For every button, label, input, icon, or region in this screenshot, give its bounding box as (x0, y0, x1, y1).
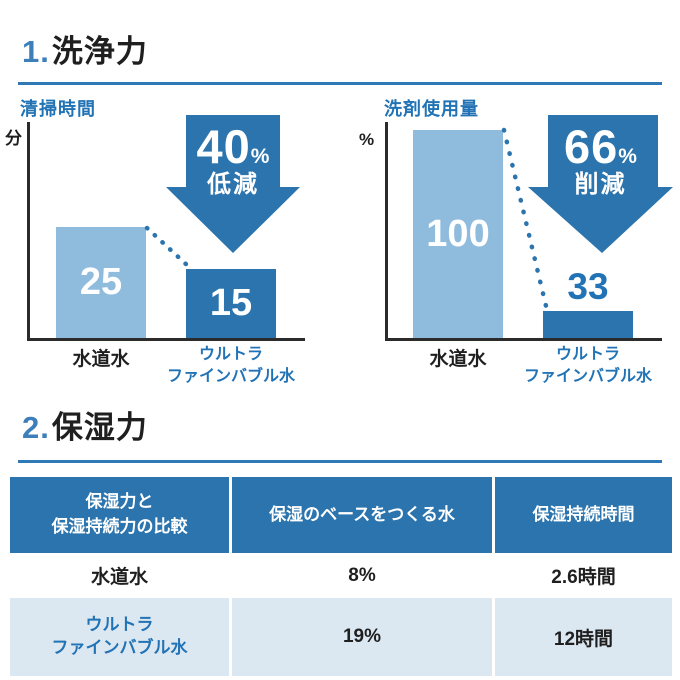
row-ufb-water-duration: 12時間 (495, 598, 672, 676)
xlabel-tap-water: 水道水 (72, 349, 130, 370)
bar-ufb-water (543, 311, 633, 338)
x-axis (27, 338, 305, 341)
cleaning-time-chart-title: 清掃時間 (20, 99, 96, 119)
reduction-label: 66% 削減 (528, 123, 673, 197)
reduction-arrow: 40% 低減 (166, 115, 300, 253)
cleaning-time-y-unit: 分 (5, 129, 22, 148)
bar-tap-water-value: 100 (426, 212, 490, 255)
row-ufb-name-line1: ウルトラ (85, 615, 154, 635)
x-axis (385, 338, 662, 341)
xlabel-ufb-line1: ウルトラ (198, 346, 263, 363)
reduction-caption: 削減 (574, 171, 627, 198)
section1-title-text: 洗浄力 (51, 34, 148, 69)
y-axis (385, 122, 388, 341)
table-header-duration: 保湿持続時間 (495, 477, 672, 553)
table-header-comparison: 保湿力と 保湿持続力の比較 (10, 477, 229, 553)
section1-divider (18, 82, 662, 85)
section1-number: 1. (22, 34, 50, 69)
table-header-base-water: 保湿のベースをつくる水 (232, 477, 492, 553)
xlabel-ufb-line1: ウルトラ (555, 346, 620, 363)
down-arrow-icon (166, 115, 300, 253)
xlabel-ufb-line2: ファインバブル水 (166, 367, 295, 385)
cleaning-time-chart: 清掃時間 分 25 15 40% 低減 水道水 ウルトラ ファインバブル水 (0, 94, 340, 396)
reduction-percent-sign: % (250, 145, 270, 168)
down-arrow-icon (528, 115, 673, 253)
reduction-arrow: 66% 削減 (528, 115, 673, 253)
row-ufb-water-name: ウルトラ ファインバブル水 (10, 598, 229, 676)
row-ufb-name-line2: ファインバブル水 (51, 638, 188, 657)
xlabel-tap-water: 水道水 (429, 349, 487, 370)
section2-title-text: 保湿力 (51, 410, 148, 445)
detergent-usage-chart: 洗剤使用量 % 100 33 66% 削減 水道水 ウルトラ ファインバブル水 (340, 94, 680, 396)
moisture-comparison-table: 保湿力と 保湿持続力の比較 保湿のベースをつくる水 保湿持続時間 水道水 8% … (10, 477, 672, 676)
reduction-percent-sign: % (618, 145, 637, 168)
bar-ufb-water: 15 (186, 269, 276, 338)
header-comparison-line1: 保湿力と (85, 492, 154, 512)
bar-tap-water-value: 25 (79, 261, 123, 303)
xlabel-ufb-line2: ファインバブル水 (523, 367, 652, 385)
y-axis (27, 122, 30, 341)
section2-number: 2. (22, 410, 50, 445)
xlabel-ufb-water: ウルトラ ファインバブル水 (151, 344, 311, 387)
detergent-y-unit: % (359, 130, 375, 149)
row-ufb-water-base: 19% (232, 598, 492, 676)
section2-title: 2.保湿力 (22, 402, 148, 447)
section2-divider (18, 460, 662, 463)
reduction-label: 40% 低減 (166, 123, 300, 197)
reduction-value: 66 (564, 120, 619, 173)
reduction-value: 40 (196, 120, 251, 173)
bar-ufb-water-value: 15 (209, 282, 253, 324)
detergent-chart-title: 洗剤使用量 (384, 99, 479, 119)
header-comparison-line2: 保湿持続力の比較 (51, 517, 188, 536)
row-tap-water-name: 水道水 (10, 553, 229, 598)
section1-title: 1.洗浄力 (22, 26, 148, 71)
bar-ufb-water-value: 33 (567, 266, 609, 307)
reduction-caption: 低減 (207, 171, 259, 198)
xlabel-ufb-water: ウルトラ ファインバブル水 (508, 344, 668, 387)
row-tap-water-base: 8% (232, 553, 492, 598)
row-tap-water-duration: 2.6時間 (495, 553, 672, 598)
bar-tap-water: 100 (413, 130, 503, 338)
bar-tap-water: 25 (56, 227, 146, 338)
